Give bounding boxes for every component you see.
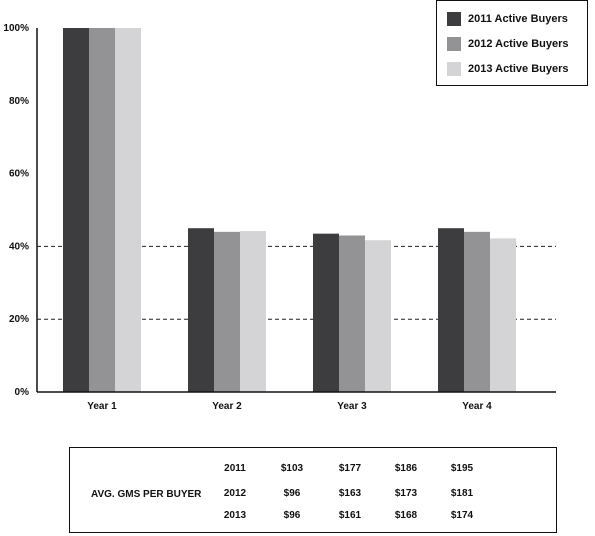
gms-cell: $96 <box>283 488 301 499</box>
bar-year-3-series-2 <box>339 235 365 392</box>
legend-item-2011: 2011 Active Buyers <box>447 12 568 26</box>
gms-cell: $186 <box>394 463 418 474</box>
bar-chart: 0%20%40%60%80%100% Year 1 Year 2 Year 3 Yea… <box>3 23 556 412</box>
gms-row-2013: 2013 $96 $161 $168 $174 <box>70 510 556 524</box>
bar-year-2-series-3 <box>240 231 266 392</box>
axes <box>36 28 556 393</box>
bar-year-4-series-1 <box>438 228 464 392</box>
gms-row-year: 2013 <box>223 510 247 521</box>
bar-year-4-series-2 <box>464 231 490 392</box>
y-tick-label: 80% <box>9 96 29 107</box>
y-tick-label: 0% <box>15 387 30 398</box>
gms-cell: $173 <box>394 488 418 499</box>
bar-year-1-series-1 <box>63 28 89 392</box>
bars <box>63 28 516 392</box>
gms-cell: $168 <box>394 510 418 521</box>
avg-gms-per-buyer-table: AVG. GMS PER BUYER 2011 $103 $177 $186 $… <box>69 447 557 533</box>
y-tick-labels: 0% 20% 40% 60% 80% 100% <box>3 23 29 398</box>
gms-cell: $195 <box>450 463 474 474</box>
legend-swatch-2013 <box>447 62 461 76</box>
x-tick-labels: Year 1 Year 2 Year 3 Year 4 <box>87 401 492 412</box>
gms-row-year: 2011 <box>224 463 246 474</box>
bar-year-3-series-3 <box>365 240 391 392</box>
x-tick-label: Year 2 <box>212 401 242 412</box>
bar-year-1-series-2 <box>89 28 115 392</box>
legend-label-2013: 2013 Active Buyers <box>468 63 569 75</box>
gms-row-2012: 2012 $96 $163 $173 $181 <box>70 488 556 502</box>
gms-cell: $161 <box>338 510 362 521</box>
gms-row-year: 2012 <box>223 488 247 499</box>
legend-item-2012: 2012 Active Buyers <box>447 37 569 51</box>
legend-label-2012: 2012 Active Buyers <box>468 38 569 50</box>
legend-item-2013: 2013 Active Buyers <box>447 62 569 76</box>
gms-cell: $96 <box>283 510 301 521</box>
bar-year-3-series-1 <box>313 233 339 392</box>
gms-cell: $103 <box>280 463 304 474</box>
legend-swatch-2011 <box>447 12 461 26</box>
gms-cell: $177 <box>338 463 362 474</box>
gms-cell: $174 <box>450 510 474 521</box>
legend-swatch-2012 <box>447 37 461 51</box>
legend-label-2011: 2011 Active Buyers <box>468 13 568 25</box>
x-tick-label: Year 4 <box>462 401 492 412</box>
bar-year-4-series-3 <box>490 238 516 392</box>
gms-table-label: AVG. GMS PER BUYER <box>91 489 202 500</box>
gms-cell: $163 <box>338 488 362 499</box>
bar-year-2-series-2 <box>214 231 240 392</box>
legend: 2011 Active Buyers 2012 Active Buyers 20… <box>436 0 588 86</box>
y-tick-label: 60% <box>9 169 29 180</box>
y-tick-label: 40% <box>9 241 29 252</box>
gms-row-2011: 2011 $103 $177 $186 $195 <box>70 463 556 477</box>
bar-year-2-series-1 <box>188 228 214 392</box>
y-tick-label: 20% <box>9 314 29 325</box>
x-tick-label: Year 3 <box>337 401 367 412</box>
x-tick-label: Year 1 <box>87 401 117 412</box>
bar-year-1-series-3 <box>115 28 141 392</box>
gms-cell: $181 <box>450 488 474 499</box>
y-tick-label: 100% <box>3 23 29 34</box>
